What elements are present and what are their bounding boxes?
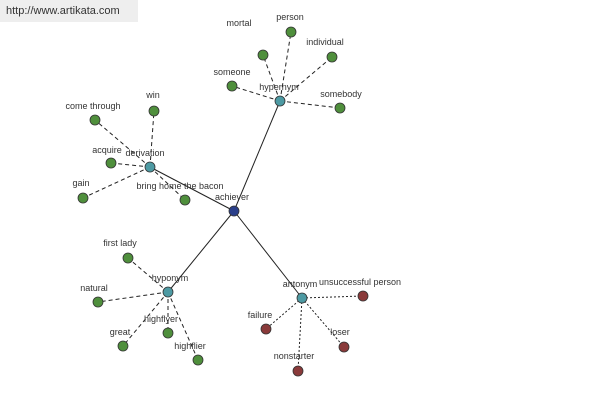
node-label: come through bbox=[65, 101, 120, 111]
node-label: hyponym bbox=[152, 273, 189, 283]
node bbox=[148, 105, 160, 117]
node bbox=[192, 354, 204, 366]
node-label: great bbox=[110, 327, 131, 337]
node-label: acquire bbox=[92, 145, 122, 155]
edge bbox=[149, 166, 235, 212]
edge bbox=[279, 56, 333, 102]
edge bbox=[149, 166, 186, 201]
node-label: unsuccessful person bbox=[319, 277, 401, 287]
node-label: win bbox=[145, 90, 160, 100]
node-label: nonstarter bbox=[274, 351, 315, 361]
node-label: gain bbox=[72, 178, 89, 188]
node bbox=[326, 51, 338, 63]
node-label: derivation bbox=[125, 148, 164, 158]
node bbox=[260, 323, 272, 335]
edge bbox=[110, 162, 151, 168]
edge bbox=[262, 54, 281, 102]
node bbox=[285, 26, 297, 38]
edge bbox=[122, 291, 169, 347]
edge bbox=[167, 291, 199, 361]
node bbox=[296, 292, 308, 304]
node bbox=[144, 161, 156, 173]
node bbox=[117, 340, 129, 352]
edge bbox=[279, 100, 341, 109]
node-label: achiever bbox=[215, 192, 249, 202]
node bbox=[179, 194, 191, 206]
node-label: antonym bbox=[283, 279, 318, 289]
edge bbox=[167, 210, 235, 293]
node-label: someone bbox=[213, 67, 250, 77]
edge bbox=[233, 100, 281, 212]
edge bbox=[94, 119, 151, 168]
node-label: first lady bbox=[103, 238, 137, 248]
edge bbox=[301, 297, 345, 348]
node bbox=[292, 365, 304, 377]
node-label: bring home the bacon bbox=[136, 181, 223, 191]
node bbox=[89, 114, 101, 126]
node bbox=[92, 296, 104, 308]
edge bbox=[279, 31, 292, 102]
edge bbox=[97, 291, 169, 303]
edge bbox=[233, 210, 303, 299]
node bbox=[357, 290, 369, 302]
edge bbox=[301, 295, 364, 299]
edge bbox=[297, 297, 303, 372]
node-label: hypernym bbox=[259, 82, 299, 92]
edge bbox=[149, 110, 155, 168]
node bbox=[226, 80, 238, 92]
node bbox=[77, 192, 89, 204]
node bbox=[162, 327, 174, 339]
edge bbox=[231, 85, 281, 102]
node bbox=[122, 252, 134, 264]
node-label: mortal bbox=[226, 18, 251, 28]
node-label: somebody bbox=[320, 89, 362, 99]
node bbox=[257, 49, 269, 61]
node-label: person bbox=[276, 12, 304, 22]
node-label: highflier bbox=[174, 341, 206, 351]
node-label: failure bbox=[248, 310, 273, 320]
node bbox=[338, 341, 350, 353]
node bbox=[334, 102, 346, 114]
watermark: http://www.artikata.com bbox=[0, 0, 138, 22]
node-label: individual bbox=[306, 37, 344, 47]
edge bbox=[127, 257, 169, 293]
node-label: natural bbox=[80, 283, 108, 293]
node bbox=[274, 95, 286, 107]
node bbox=[228, 205, 240, 217]
node bbox=[105, 157, 117, 169]
edge bbox=[82, 166, 151, 199]
node-label: loser bbox=[330, 327, 350, 337]
node-label: highflyer bbox=[144, 314, 178, 324]
node bbox=[162, 286, 174, 298]
